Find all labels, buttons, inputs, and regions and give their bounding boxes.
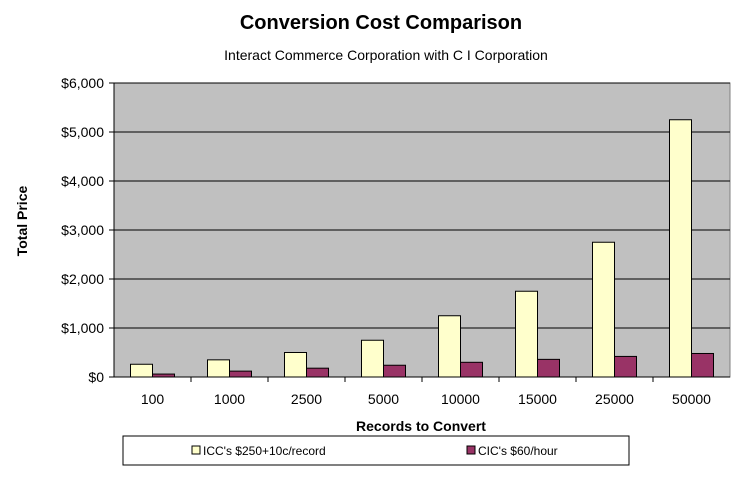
x-tick-label: 2500 — [291, 391, 322, 407]
legend-box — [122, 435, 630, 466]
x-axis-title: Records to Convert — [356, 418, 486, 434]
legend-label-icc: ICC's $250+10c/record — [203, 444, 326, 458]
bar-cic-50000 — [691, 352, 714, 378]
bar-icc-1000 — [207, 359, 230, 378]
y-tick-label: $6,000 — [61, 75, 104, 91]
bar-cic-5000 — [383, 364, 406, 378]
x-tick-label: 15000 — [518, 391, 557, 407]
legend-swatch-icc — [191, 445, 201, 455]
x-tick-labels: 100 1000 2500 5000 10000 15000 25000 50000 — [141, 377, 711, 407]
gridlines — [114, 82, 730, 329]
bar-icc-15000 — [515, 290, 538, 378]
x-tick-label: 1000 — [214, 391, 245, 407]
legend-swatch-cic — [466, 445, 476, 455]
chart-subtitle: Interact Commerce Corporation with C I C… — [224, 47, 548, 63]
chart-title: Conversion Cost Comparison — [240, 12, 522, 34]
bar-cic-1000 — [229, 370, 252, 378]
bar-icc-100 — [130, 363, 153, 378]
bar-icc-2500 — [284, 352, 307, 378]
x-tick-label: 10000 — [441, 391, 480, 407]
bar-icc-10000 — [438, 315, 461, 378]
y-tick-label: $4,000 — [61, 173, 104, 189]
y-tick-label: $0 — [88, 369, 104, 385]
y-tick-label: $2,000 — [61, 271, 104, 287]
x-tick-label: 50000 — [672, 391, 711, 407]
bar-icc-25000 — [592, 241, 615, 378]
legend-label-cic: CIC's $60/hour — [478, 444, 558, 458]
bar-cic-15000 — [537, 358, 560, 378]
bar-cic-10000 — [460, 361, 483, 378]
y-axis-title: Total Price — [14, 186, 30, 257]
y-tick-labels: $0 $1,000 $2,000 $3,000 $4,000 $5,000 $6,000 — [61, 75, 114, 385]
x-tick-label: 5000 — [368, 391, 399, 407]
x-tick-label: 100 — [141, 391, 165, 407]
bar-cic-25000 — [614, 355, 637, 378]
bar-icc-5000 — [361, 339, 384, 378]
legend: ICC's $250+10c/record CIC's $60/hour — [122, 435, 630, 466]
y-tick-label: $3,000 — [61, 222, 104, 238]
bar-cic-2500 — [306, 367, 329, 378]
y-tick-label: $1,000 — [61, 320, 104, 336]
bar-icc-50000 — [669, 119, 692, 378]
y-tick-label: $5,000 — [61, 124, 104, 140]
bars — [130, 119, 714, 378]
x-tick-label: 25000 — [595, 391, 634, 407]
